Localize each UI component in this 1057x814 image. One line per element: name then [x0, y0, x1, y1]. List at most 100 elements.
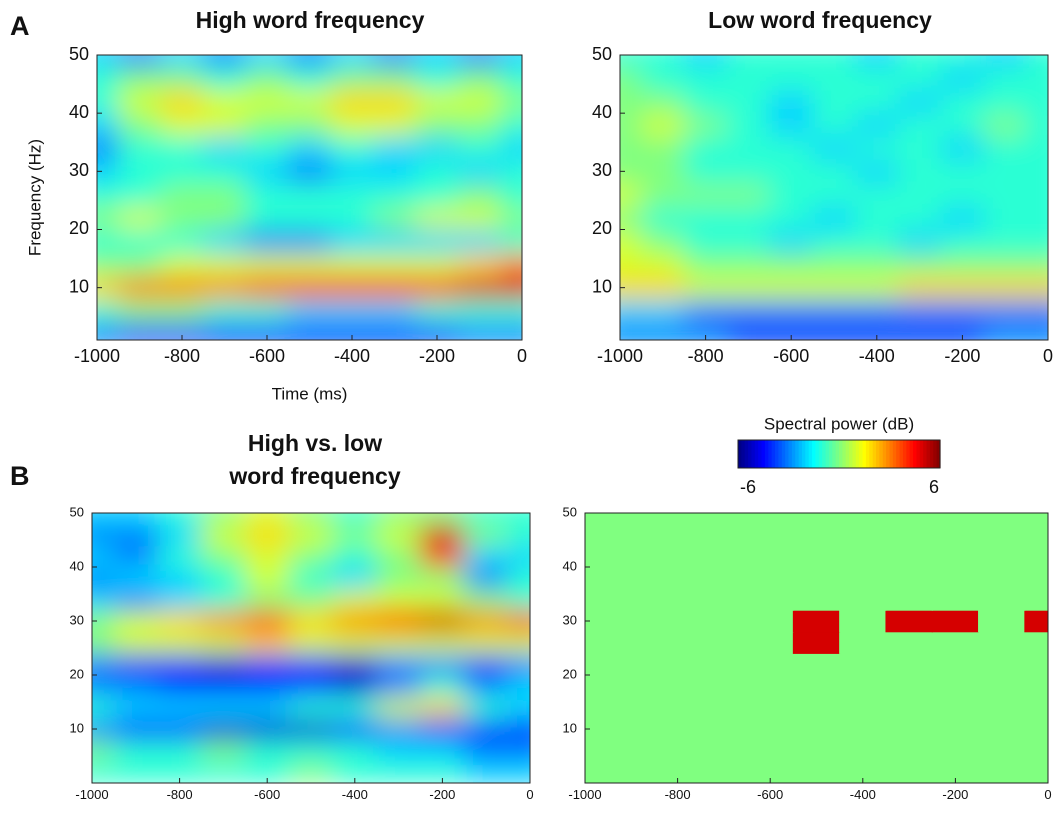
- cell: [463, 717, 509, 741]
- cell: [792, 717, 841, 741]
- cell: [415, 182, 459, 207]
- cell: [683, 55, 728, 68]
- y-tick-label: 50: [563, 504, 577, 519]
- cell: [940, 322, 985, 340]
- cell: [457, 275, 502, 300]
- cell: [372, 66, 417, 91]
- cell: [507, 696, 530, 719]
- cell: [457, 135, 502, 161]
- cell: [244, 566, 290, 590]
- cell: [288, 696, 334, 719]
- cell: [983, 66, 1028, 91]
- x-tick-label: -600: [773, 346, 809, 366]
- cell: [839, 739, 887, 762]
- cell: [931, 631, 980, 654]
- cell: [792, 588, 841, 611]
- cell: [500, 322, 522, 340]
- cell: [500, 228, 522, 254]
- cell: [201, 674, 246, 698]
- cell: [812, 112, 856, 137]
- cell: [287, 275, 332, 300]
- cell: [157, 513, 202, 525]
- cell: [792, 652, 841, 676]
- cell: [700, 588, 748, 611]
- cell: [463, 566, 509, 590]
- cell: [117, 55, 162, 68]
- cell: [244, 739, 290, 762]
- cell: [885, 717, 933, 741]
- cell: [287, 298, 332, 324]
- y-tick-label: 30: [69, 160, 89, 180]
- cell: [607, 696, 655, 719]
- cell: [683, 228, 728, 254]
- cell: [1024, 739, 1048, 762]
- cell: [500, 159, 522, 184]
- cell: [769, 252, 814, 277]
- cell: [931, 652, 980, 676]
- cell: [746, 523, 794, 546]
- cell: [885, 609, 933, 633]
- cell: [376, 760, 421, 783]
- cell: [415, 66, 459, 91]
- cell: [202, 275, 247, 300]
- cell: [700, 717, 748, 741]
- cell: [620, 275, 642, 300]
- cell: [620, 228, 642, 254]
- cell: [330, 252, 374, 277]
- cell: [940, 298, 985, 324]
- panel-title: word frequency: [228, 463, 400, 489]
- cell: [897, 228, 942, 254]
- cell: [463, 631, 509, 654]
- cell: [640, 275, 685, 300]
- cell: [983, 182, 1028, 207]
- cell: [897, 205, 942, 230]
- cell: [746, 513, 794, 525]
- cell: [792, 513, 841, 525]
- cell: [978, 566, 1026, 590]
- cell: [700, 631, 748, 654]
- cell: [726, 55, 771, 68]
- cell: [507, 631, 530, 654]
- cell: [287, 322, 332, 340]
- cells: [97, 55, 522, 340]
- cell: [202, 298, 247, 324]
- cell: [245, 228, 289, 254]
- cell: [897, 298, 942, 324]
- cell: [457, 252, 502, 277]
- cell: [940, 112, 985, 137]
- cell: [457, 228, 502, 254]
- x-tick-label: -200: [419, 346, 455, 366]
- cell: [1024, 566, 1048, 590]
- cell: [92, 544, 115, 568]
- cell: [244, 609, 290, 633]
- cell: [376, 631, 421, 654]
- panel-title: Low word frequency: [708, 7, 932, 33]
- cell: [983, 205, 1028, 230]
- cell: [839, 609, 887, 633]
- cell: [620, 135, 642, 161]
- cell: [92, 696, 115, 719]
- cell: [376, 588, 421, 611]
- cell: [97, 55, 119, 68]
- cell: [420, 588, 465, 611]
- x-tick-label: -800: [665, 787, 691, 802]
- cell: [157, 760, 202, 783]
- cell: [457, 182, 502, 207]
- y-tick-label: 50: [69, 44, 89, 64]
- cell: [457, 89, 502, 114]
- cell: [620, 112, 642, 137]
- y-tick-label: 20: [69, 218, 89, 238]
- cell: [653, 760, 702, 783]
- cell: [1026, 322, 1048, 340]
- cell: [640, 252, 685, 277]
- cell: [978, 513, 1026, 525]
- cell: [978, 674, 1026, 698]
- cell: [113, 739, 159, 762]
- cell: [157, 631, 202, 654]
- cell: [160, 275, 204, 300]
- cell: [376, 566, 421, 590]
- cell: [507, 760, 530, 783]
- cell: [885, 739, 933, 762]
- cell: [244, 513, 290, 525]
- cell: [420, 674, 465, 698]
